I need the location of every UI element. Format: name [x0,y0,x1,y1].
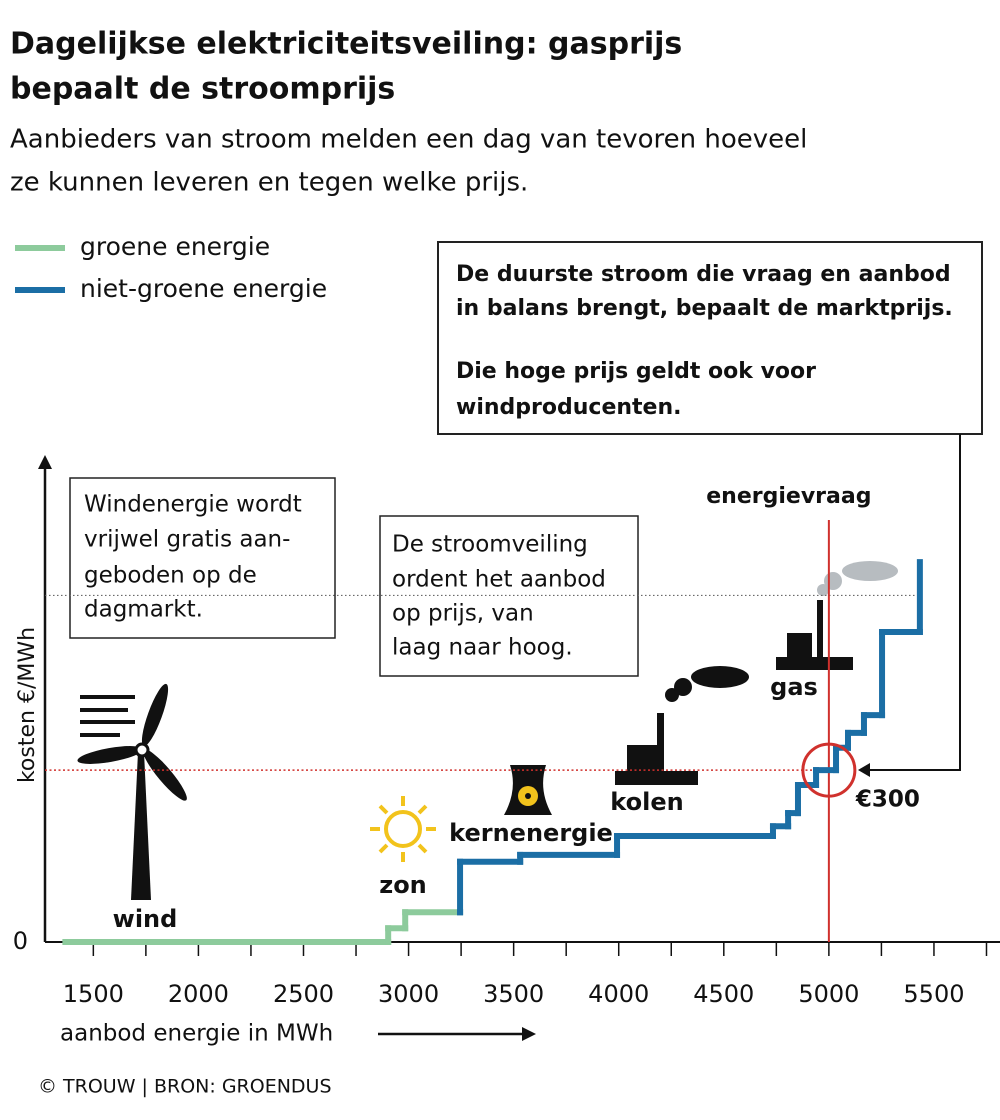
legend-label: groene energie [80,232,270,261]
x-tick-label: 1500 [63,980,124,1008]
x-tick-label: 3500 [483,980,544,1008]
source-label: gas [770,673,818,701]
note-text: in balans brengt, bepaalt de marktprijs. [456,296,953,321]
demand-label: energievraag [706,484,871,509]
wind-icon [77,683,187,900]
note-text: Die hoge prijs geldt ook voor [456,359,816,384]
connector [866,434,961,771]
note-text: ordent het aanbod [392,567,606,593]
note-text: op prijs, van [392,601,534,627]
coal-icon [615,666,749,785]
arrow-head [522,1027,536,1041]
arrow-head [38,455,52,469]
chart-title: bepaalt de stroomprijs [10,72,395,107]
note-text: vrijwel gratis aan- [84,527,290,553]
y-axis-label: kosten €/MWh [15,627,40,783]
note-text: laag naar hoog. [392,635,573,661]
note-text: geboden op de [84,563,257,589]
price-label: €300 [855,787,920,813]
x-tick-label: 4000 [588,980,649,1008]
nuclear-icon [504,765,552,815]
legend-label: niet-groene energie [80,274,327,303]
subtitle: ze kunnen leveren en tegen welke prijs. [10,168,528,198]
note-text: windproducenten. [456,395,681,420]
source-label: zon [379,871,427,899]
note-text: Windenergie wordt [84,492,302,518]
note-box [69,477,336,639]
note-box [437,241,983,435]
source-label: kernenergie [449,819,613,847]
credit: © TROUW | BRON: GROENDUS [38,1076,332,1098]
x-tick-label: 2500 [273,980,334,1008]
x-tick-label: 4500 [693,980,754,1008]
note-text: De stroomveiling [392,532,588,558]
x-axis-label: aanbod energie in MWh [60,1021,333,1047]
subtitle: Aanbieders van stroom melden een dag van… [10,125,807,155]
y-tick-label: 0 [13,927,28,955]
x-tick-label: 5500 [903,980,964,1008]
price-circle [801,742,857,798]
note-box [379,515,639,677]
sun-icon [370,796,436,862]
source-label: wind [113,905,178,933]
x-tick-label: 2000 [168,980,229,1008]
note-text: De duurste stroom die vraag en aanbod [456,262,951,287]
note-text: dagmarkt. [84,597,203,623]
x-tick-label: 3000 [378,980,439,1008]
chart-title: Dagelijkse elektriciteitsveiling: gaspri… [10,27,682,62]
arrow-head [858,763,870,777]
source-label: kolen [610,788,683,816]
x-tick-label: 5000 [798,980,859,1008]
